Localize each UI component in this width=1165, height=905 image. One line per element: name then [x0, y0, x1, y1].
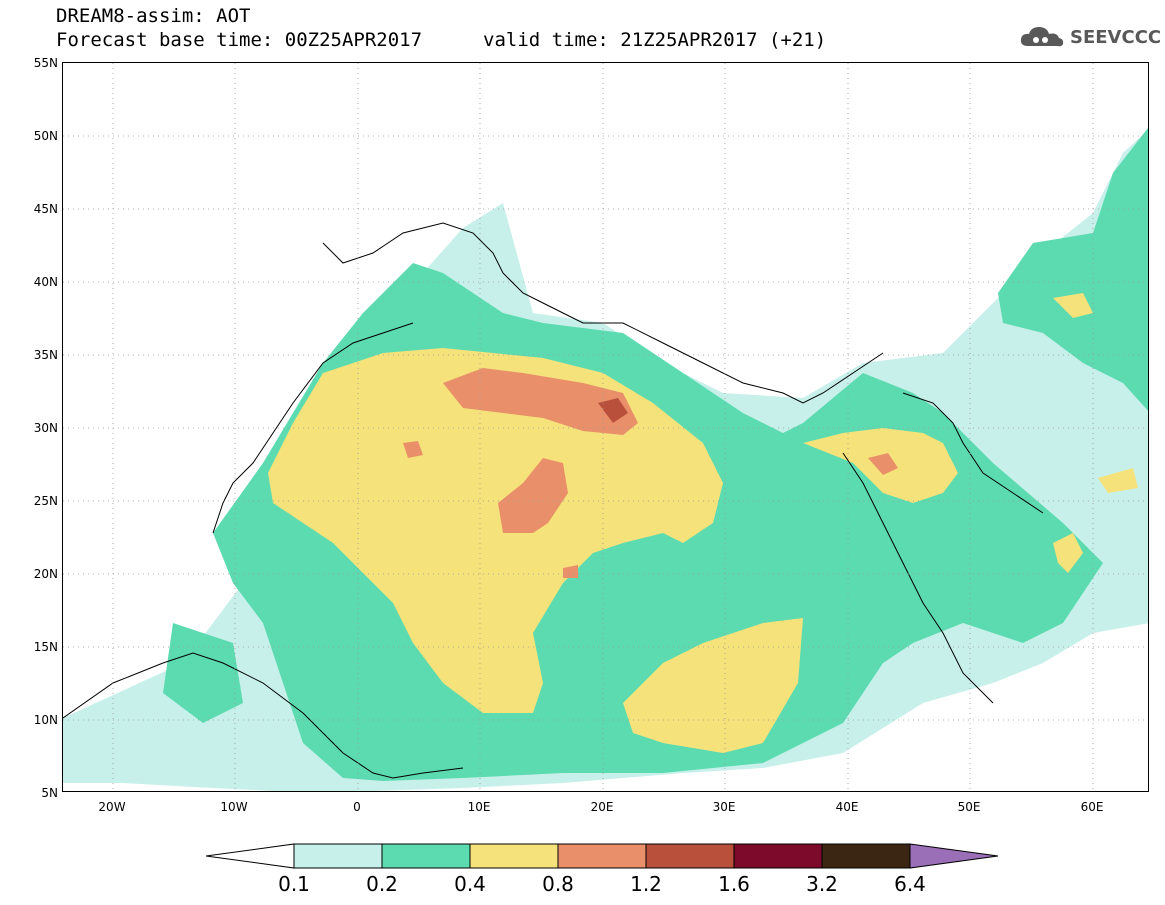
- colorbar-level: 0.1: [278, 872, 310, 896]
- lon-label: 0: [353, 800, 361, 814]
- colorbar-above-arrow: [909, 843, 999, 869]
- colorbar-swatch: [381, 843, 471, 869]
- lon-label: 50E: [957, 800, 981, 814]
- brand-name: SEEVCCC: [1070, 26, 1162, 48]
- aot-band-1.2: [598, 398, 628, 423]
- lat-label: 35N: [33, 348, 58, 362]
- colorbar-swatch: [557, 843, 647, 869]
- colorbar-swatch: [293, 843, 383, 869]
- lat-label: 10N: [33, 713, 58, 727]
- lat-label: 55N: [33, 56, 58, 70]
- aot-band-0.4: [268, 293, 1138, 753]
- graticule: [63, 63, 1148, 791]
- lat-label: 45N: [33, 202, 58, 216]
- coastlines: [63, 222, 1044, 779]
- colorbar-level: 1.6: [718, 872, 750, 896]
- valid-time-title: valid time: 21Z25APR2017 (+21): [483, 29, 827, 51]
- lat-label: 25N: [33, 494, 58, 508]
- lat-label: 50N: [33, 129, 58, 143]
- lat-label: 40N: [33, 275, 58, 289]
- lat-label: 30N: [33, 421, 58, 435]
- colorbar-level: 0.2: [366, 872, 398, 896]
- colorbar-level: 1.2: [630, 872, 662, 896]
- lon-label: 10E: [467, 800, 491, 814]
- colorbar-swatch: [469, 843, 559, 869]
- lat-label: 5N: [41, 786, 58, 800]
- aot-map: [62, 62, 1149, 792]
- base-time-title: Forecast base time: 00Z25APR2017: [56, 29, 423, 51]
- lon-label: 20E: [590, 800, 614, 814]
- lon-label: 60E: [1080, 800, 1104, 814]
- lon-label: 40E: [835, 800, 859, 814]
- colorbar-swatch: [821, 843, 911, 869]
- colorbar-level: 6.4: [894, 872, 926, 896]
- lon-label: 10W: [220, 800, 248, 814]
- model-title: DREAM8-assim: AOT: [56, 5, 251, 27]
- colorbar-level: 3.2: [806, 872, 838, 896]
- colorbar: [206, 843, 999, 869]
- cloud-icon: [1020, 27, 1064, 47]
- colorbar-swatch: [733, 843, 823, 869]
- colorbar-level: 0.4: [454, 872, 486, 896]
- lat-label: 20N: [33, 567, 58, 581]
- aot-band-0.8: [403, 368, 898, 578]
- lon-label: 30E: [712, 800, 736, 814]
- colorbar-level: 0.8: [542, 872, 574, 896]
- colorbar-swatch: [645, 843, 735, 869]
- lat-label: 15N: [33, 640, 58, 654]
- lon-label: 20W: [98, 800, 126, 814]
- seevccc-logo: SEEVCCC: [1018, 24, 1161, 50]
- aot-field: [63, 63, 1148, 791]
- colorbar-below-arrow: [206, 843, 295, 869]
